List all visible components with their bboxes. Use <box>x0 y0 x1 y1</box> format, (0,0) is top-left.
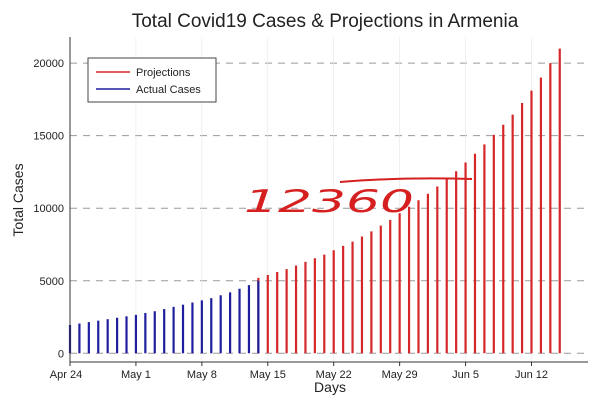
x-tick-label: May 15 <box>250 369 286 381</box>
legend-label-actual: Actual Cases <box>136 84 201 96</box>
handwritten-annotation: 12360 <box>244 177 473 220</box>
legend-box <box>87 57 217 103</box>
legend: Projections Actual Cases <box>87 57 217 103</box>
bars <box>68 48 561 354</box>
y-tick-label: 10000 <box>33 203 64 215</box>
annotation-text: 12360 <box>244 184 414 220</box>
x-tick-label: Jun 12 <box>515 369 548 381</box>
x-tick-label: May 1 <box>121 369 151 381</box>
y-tick-label: 5000 <box>40 276 64 288</box>
x-ticks: Apr 24 May 1 May 8 May 15 May 22 May 29 Jun 5 J… <box>50 362 548 381</box>
y-ticks: 0 5000 10000 15000 20000 <box>33 58 64 360</box>
legend-label-projections: Projections <box>136 67 191 79</box>
x-tick-label: Jun 5 <box>452 369 479 381</box>
chart-title: Total Covid19 Cases & Projections in Arm… <box>132 11 519 32</box>
x-tick-label: May 29 <box>382 369 418 381</box>
x-axis-label: Days <box>314 379 346 395</box>
x-tick-label: May 22 <box>316 369 352 381</box>
y-tick-label: 20000 <box>33 58 64 70</box>
x-tick-label: Apr 24 <box>50 369 82 381</box>
y-axis-label: Total Cases <box>10 163 26 236</box>
y-tick-label: 15000 <box>33 131 64 143</box>
y-tick-label: 0 <box>58 348 64 360</box>
annotation-underline <box>339 177 473 183</box>
x-tick-label: May 8 <box>187 369 217 381</box>
